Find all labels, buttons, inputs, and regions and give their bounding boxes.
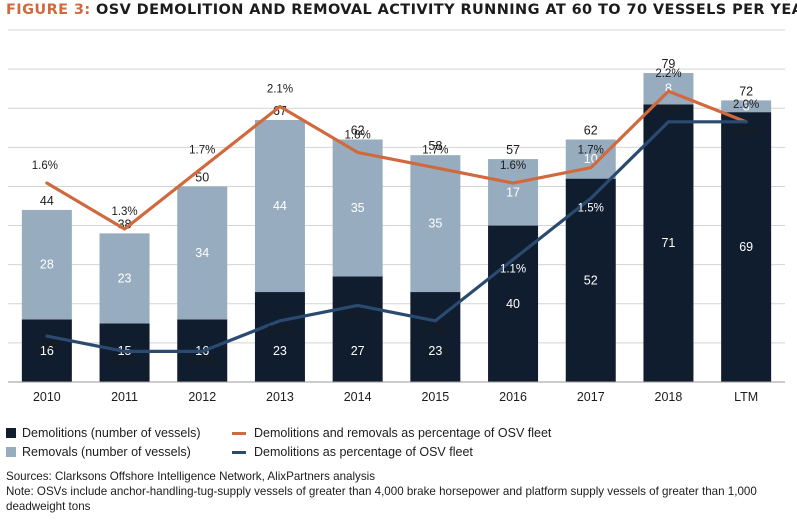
demolitions-value-label: 27: [351, 344, 365, 358]
demolitions-swatch: [6, 428, 16, 438]
demolitions-value-label: 52: [584, 273, 598, 287]
total-pct-label: 2.2%: [655, 68, 681, 80]
removals-bar: [21, 209, 72, 320]
stacked-bar-line-chart: 1628441523381634502344672735622335584017…: [8, 29, 785, 404]
total-value-label: 79: [661, 57, 675, 71]
total-pct-label: 1.6%: [500, 160, 526, 172]
x-tick-label: 2018: [655, 390, 683, 404]
legend-item-demolition-pct: Demolitions as percentage of OSV fleet: [232, 445, 473, 459]
demolition-pct-label: 0.8%: [345, 309, 371, 321]
removals-value-label: 23: [118, 271, 132, 285]
demolitions-value-label: 69: [739, 240, 753, 254]
demolitions-value-label: 16: [40, 344, 54, 358]
x-tick-label: 2015: [421, 390, 449, 404]
demolition-pct-label: 1.1%: [500, 264, 526, 276]
legend-label-demolition-pct: Demolitions as percentage of OSV fleet: [254, 445, 473, 459]
total-value-label: 57: [506, 143, 520, 157]
total-pct-label: 1.7%: [189, 145, 215, 157]
legend-item-removals: Removals (number of vessels): [6, 445, 191, 459]
total-pct-label: 1.7%: [422, 145, 448, 157]
total-pct-label: 2.1%: [267, 84, 293, 96]
removals-value-label: 28: [40, 258, 54, 272]
removals-value-label: 17: [506, 185, 520, 199]
demolitions-value-label: 23: [273, 344, 287, 358]
total-value-label: 50: [195, 170, 209, 184]
total-pct-swatch: [232, 431, 246, 435]
removals-bar: [488, 159, 539, 226]
sources-text: Sources: Clarksons Offshore Intelligence…: [6, 470, 376, 483]
x-tick-label: 2013: [266, 390, 294, 404]
demolitions-bar: [21, 319, 72, 382]
x-tick-label: LTM: [734, 390, 758, 404]
demolition-pct-label: 0.7%: [267, 325, 293, 337]
x-tick-label: 2011: [111, 390, 138, 404]
x-tick-label: 2017: [577, 390, 605, 404]
removals-bar: [254, 119, 305, 293]
total-pct-label: 1.6%: [32, 160, 58, 172]
removals-swatch: [6, 447, 16, 457]
demolition-pct-label: 0.7%: [422, 325, 448, 337]
removals-value-label: 8: [665, 82, 672, 96]
demolitions-bar: [643, 104, 694, 383]
legend-item-demolitions: Demolitions (number of vessels): [6, 426, 201, 440]
chart-notes: Sources: Clarksons Offshore Intelligence…: [6, 469, 791, 514]
total-pct-label: 1.8%: [345, 129, 371, 141]
demolitions-value-label: 40: [506, 297, 520, 311]
removals-bar: [410, 155, 461, 293]
demolition-pct-label: 2.0%: [733, 127, 759, 139]
x-tick-label: 2016: [499, 390, 527, 404]
removals-value-label: 35: [351, 201, 365, 215]
demolitions-value-label: 23: [428, 344, 442, 358]
demolition-pct-label: 0.6%: [34, 340, 60, 352]
total-value-label: 44: [40, 194, 54, 208]
percentage-labels: 1.6% 1.3% 1.7% 2.1% 1.8% 1.7% 1.6% 1.7% 2.2% 2.0%…: [32, 68, 760, 367]
x-axis: 2010 2011 2012 2013 2014 2015 2016 2017 2018 LTM: [8, 381, 785, 404]
chart-title: FIGURE 3: OSV DEMOLITION AND REMOVAL ACT…: [6, 2, 797, 18]
demolitions-bar: [721, 112, 772, 382]
demolitions-value-label: 71: [661, 236, 675, 250]
demolitions-bar: [332, 276, 383, 382]
demolition-pct-label: 2.0%: [655, 104, 681, 116]
demolitions-bar: [254, 292, 305, 382]
note-text: Note: OSVs include anchor-handling-tug-s…: [6, 485, 757, 513]
figure-title-text: OSV DEMOLITION AND REMOVAL ACTIVITY RUNN…: [96, 2, 797, 18]
total-value-label: 62: [584, 124, 598, 138]
x-tick-label: 2010: [33, 390, 61, 404]
total-pct-line: [45, 89, 748, 231]
total-pct-label: 1.3%: [111, 206, 137, 218]
percentage-lines: [45, 89, 748, 353]
removals-bar: [332, 139, 383, 277]
legend-item-total-pct: Demolitions and removals as percentage o…: [232, 426, 551, 440]
removals-value-label: 44: [273, 199, 287, 213]
removals-value-label: 35: [428, 217, 442, 231]
legend-label-total-pct: Demolitions and removals as percentage o…: [254, 426, 552, 440]
demolition-pct-label: 0.5%: [189, 355, 215, 367]
removals-bar: [177, 186, 228, 320]
demolition-pct-swatch: [232, 450, 246, 454]
demolition-pct-line: [45, 120, 748, 353]
figure-number: FIGURE 3:: [6, 2, 91, 18]
total-value-label: 58: [428, 139, 442, 153]
total-pct-label: 1.7%: [578, 145, 604, 157]
demolition-pct-label: 0.5%: [111, 355, 137, 367]
removals-value-label: 3: [743, 99, 750, 113]
removals-bar: [99, 233, 150, 324]
bar-series: [21, 73, 772, 383]
x-tick-label: 2014: [344, 390, 372, 404]
demolitions-bar: [488, 225, 539, 382]
removals-bar: [721, 100, 772, 113]
legend-label-removals: Removals (number of vessels): [22, 445, 191, 459]
demolition-pct-label: 1.5%: [578, 202, 604, 214]
removals-value-label: 34: [195, 246, 209, 260]
legend-label-demolitions: Demolitions (number of vessels): [22, 426, 201, 440]
total-value-label: 62: [351, 124, 365, 138]
x-tick-label: 2012: [188, 390, 216, 404]
total-pct-label: 2.0%: [733, 99, 759, 111]
total-value-label: 72: [739, 84, 753, 98]
